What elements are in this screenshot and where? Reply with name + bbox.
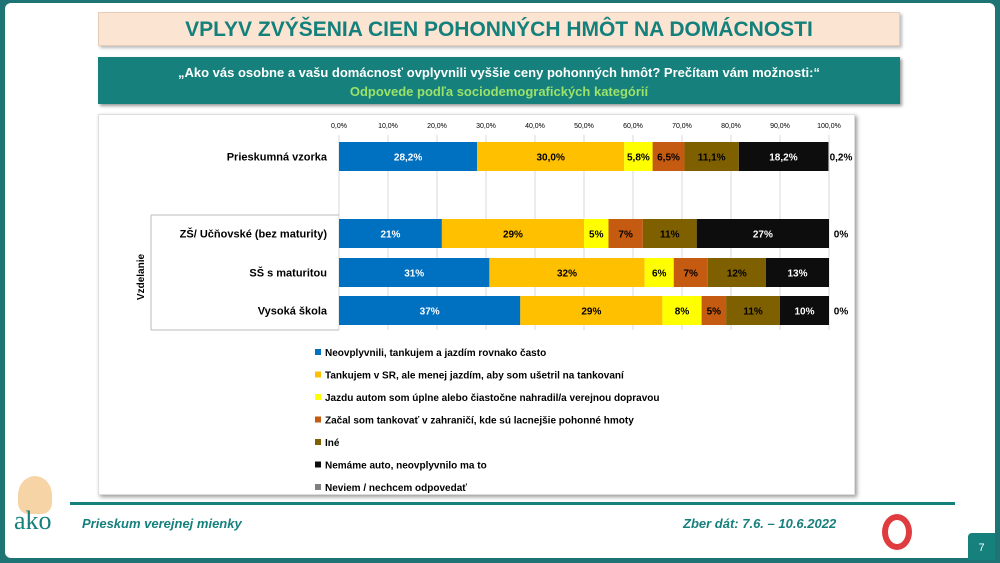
bar-segment — [684, 142, 739, 171]
legend-swatch — [315, 461, 321, 468]
data-label: 21% — [380, 230, 400, 241]
bar-segment — [644, 258, 674, 287]
data-label: 0,2% — [830, 153, 853, 164]
bar-segment — [701, 296, 727, 325]
legend-label: Neovplyvnili, tankujem a jazdím rovnako … — [325, 348, 546, 359]
group-label: Vzdelanie — [136, 254, 147, 301]
data-label: 31% — [404, 269, 424, 280]
legend-label: Neviem / nechcem odpovedať — [325, 483, 467, 494]
category-label: SŠ s maturitou — [249, 267, 327, 280]
data-label: 32% — [557, 269, 577, 280]
bar-segment — [662, 296, 702, 325]
bar-segment — [339, 258, 490, 287]
question-text: „Ako vás osobne a vašu domácnosť ovplyvn… — [178, 65, 820, 80]
data-label: 28,2% — [394, 153, 422, 164]
legend-swatch — [315, 484, 321, 490]
legend-swatch — [315, 394, 321, 400]
legend-swatch — [315, 439, 321, 445]
bar-segment — [477, 142, 625, 171]
data-label: 18,2% — [769, 153, 797, 164]
legend-label: Začal som tankovať v zahraničí, kde sú l… — [325, 416, 634, 427]
legend-label: Tankujem v SR, ale menej jazdím, aby som… — [325, 371, 625, 382]
tick-label: 70,0% — [672, 123, 692, 130]
legend-label: Jazdu autom som úplne alebo čiastočne na… — [325, 393, 660, 404]
legend-label: Nemáme auto, neovplyvnilo ma to — [325, 461, 487, 472]
data-label: 12% — [727, 269, 747, 280]
tick-label: 80,0% — [721, 123, 741, 130]
tick-label: 40,0% — [525, 123, 545, 130]
bar-segment — [738, 142, 829, 171]
footer-date: Zber dát: 7.6. – 10.6.2022 — [683, 516, 837, 531]
bar-segment — [608, 219, 643, 248]
data-label: 11% — [660, 230, 680, 241]
page-title: VPLYV ZVÝŠENIA CIEN POHONNÝCH HMÔT NA DO… — [98, 12, 900, 46]
legend-label: Iné — [325, 438, 340, 449]
legend-swatch — [315, 371, 321, 378]
data-label: 0% — [834, 307, 849, 318]
tick-label: 0,0% — [331, 123, 347, 130]
tick-label: 30,0% — [476, 123, 496, 130]
tick-label: 90,0% — [770, 123, 790, 130]
chart-panel: 0,0% 10,0% 20,0% 30,0% 40,0% 50,0% 60,0% 70,0% 8… — [98, 114, 855, 495]
data-label: 10% — [794, 307, 814, 318]
footer-divider — [70, 502, 955, 505]
category-label: Prieskumná vzorka — [227, 152, 328, 164]
bar-segment — [339, 219, 442, 248]
bar-segment — [584, 219, 609, 248]
bar-segment — [642, 219, 697, 248]
data-label: 5% — [589, 230, 604, 241]
data-label: 11% — [743, 307, 763, 318]
subtitle: Odpovede podľa sociodemografických kateg… — [349, 84, 649, 99]
data-label: 0% — [834, 230, 849, 241]
category-label: ZŠ/ Učňovské (bez maturity) — [180, 228, 328, 241]
data-label: 7% — [684, 269, 699, 280]
bar-segment — [765, 258, 829, 287]
data-label: 6% — [652, 269, 667, 280]
tick-label: 60,0% — [623, 123, 643, 130]
data-label: 37% — [420, 307, 440, 318]
data-label: 5% — [707, 307, 722, 318]
page-number: 7 — [968, 533, 995, 560]
data-label: 11,1% — [698, 153, 726, 164]
bar-segment — [441, 219, 584, 248]
tick-label: 10,0% — [378, 123, 398, 130]
stacked-bar-chart: 0,0% 10,0% 20,0% 30,0% 40,0% 50,0% 60,0% 70,0% 8… — [136, 123, 853, 494]
legend-swatch — [315, 416, 321, 423]
footer-survey-name: Prieskum verejnej mienky — [82, 516, 242, 531]
bar-segment — [780, 296, 829, 325]
ako-logo: ako — [12, 476, 62, 544]
data-label: 29% — [503, 230, 523, 241]
data-label: 27% — [753, 230, 773, 241]
tick-label: 100,0% — [817, 123, 841, 130]
spiral-logo-icon — [882, 514, 912, 550]
tick-label: 20,0% — [427, 123, 447, 130]
data-label: 13% — [787, 269, 807, 280]
question-box: „Ako vás osobne a vašu domácnosť ovplyvn… — [98, 57, 900, 104]
bar-segment — [707, 258, 766, 287]
bar-segment — [624, 142, 653, 171]
bar-segment — [339, 296, 521, 325]
category-label: Vysoká škola — [258, 306, 328, 318]
data-label: 30,0% — [537, 153, 565, 164]
data-label: 6,5% — [657, 153, 680, 164]
bar-segment — [828, 142, 829, 171]
bar-segment — [696, 219, 829, 248]
bar-segment — [652, 142, 685, 171]
tick-label: 50,0% — [574, 123, 594, 130]
legend-swatch — [315, 349, 321, 355]
bar-segment — [673, 258, 708, 287]
data-label: 8% — [675, 307, 690, 318]
bar-segment — [726, 296, 780, 325]
bar-segment — [520, 296, 663, 325]
bar-segment — [339, 142, 478, 171]
bar-segment — [489, 258, 645, 287]
data-label: 5,8% — [627, 153, 650, 164]
data-label: 7% — [618, 230, 633, 241]
data-label: 29% — [581, 307, 601, 318]
